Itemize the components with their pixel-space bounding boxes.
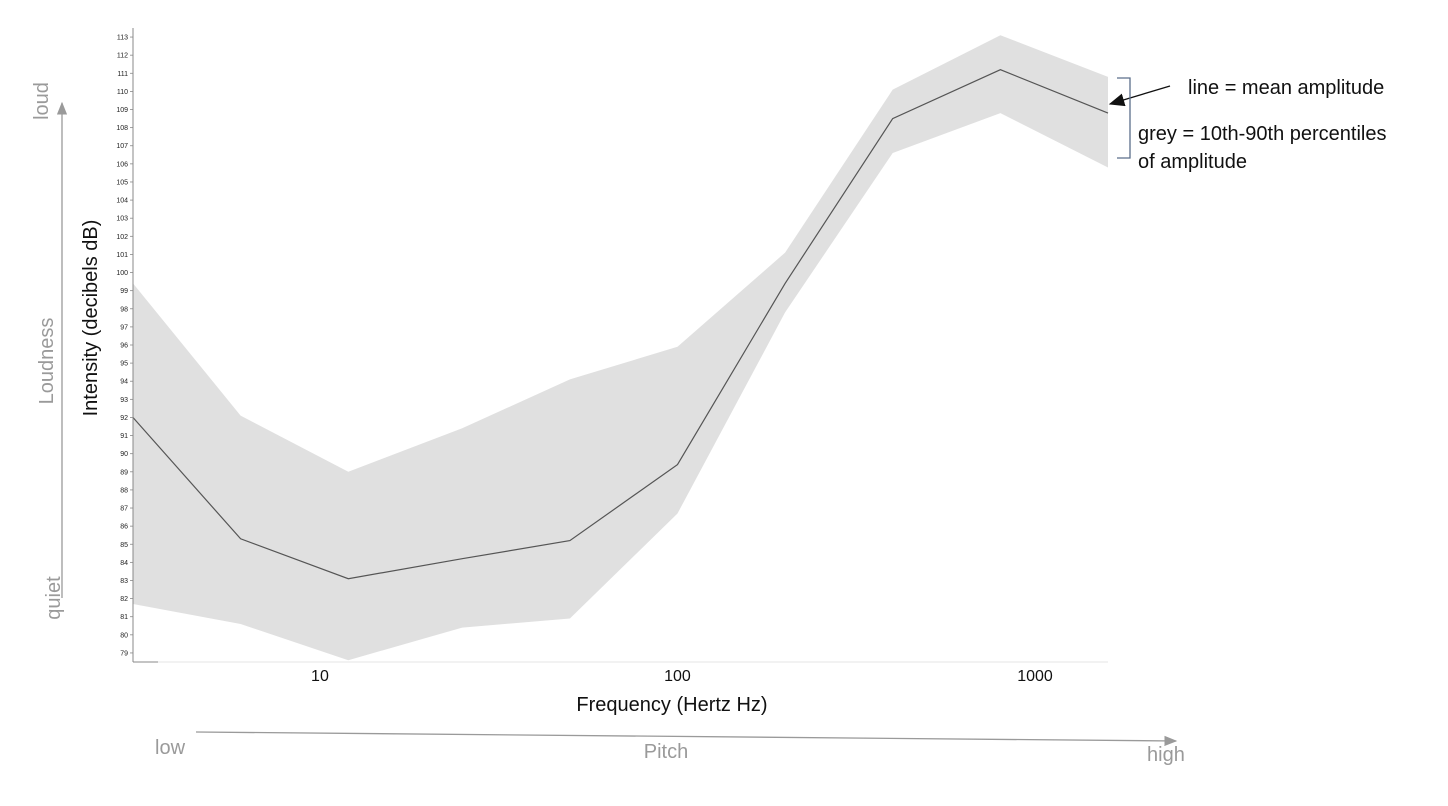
loudness-label: Loudness: [36, 318, 58, 405]
y-tick-label: 90: [120, 451, 128, 458]
y-ticks: 79 80 81 82 83 84 85 86 87 88 89 90 91 92 93 94 95 96 97 98…: [116, 35, 133, 657]
y-tick-label: 105: [116, 179, 128, 186]
y-tick-label: 94: [120, 379, 128, 386]
y-tick-label: 81: [120, 614, 128, 621]
y-tick-label: 100: [116, 270, 128, 277]
line-legend-label: line = mean amplitude: [1188, 77, 1384, 99]
y-tick-label: 83: [120, 578, 128, 585]
y-tick-label: 110: [117, 89, 128, 96]
band-bracket: [1117, 77, 1131, 159]
pitch-label: Pitch: [644, 741, 688, 763]
y-tick-label: 99: [120, 288, 128, 295]
mean-amplitude-line: [132, 69, 1109, 580]
pitch-arrow: [195, 731, 1178, 747]
y-tick-label: 106: [116, 161, 128, 168]
y-axis-title: Intensity (decibels dB): [80, 220, 102, 417]
x-ticks: 10 100 1000: [311, 668, 1053, 685]
high-label: high: [1147, 744, 1185, 766]
y-tick-label: 96: [120, 343, 128, 350]
y-tick-label: 103: [116, 216, 128, 223]
y-tick-label: 97: [120, 324, 128, 331]
y-tick-label: 84: [120, 560, 128, 567]
y-tick-label: 85: [120, 542, 128, 549]
y-tick-label: 87: [120, 506, 128, 513]
x-tick-label: 10: [311, 668, 329, 685]
y-tick-label: 89: [120, 469, 128, 476]
y-tick-label: 82: [120, 596, 128, 603]
band-legend-label-1: grey = 10th-90th percentiles: [1138, 123, 1387, 145]
y-tick-label: 107: [116, 143, 128, 150]
y-tick-label: 101: [116, 252, 128, 259]
y-tick-label: 92: [120, 415, 128, 422]
x-tick-label: 100: [664, 668, 691, 685]
percentile-band: [133, 35, 1108, 661]
y-tick-label: 88: [120, 487, 128, 494]
y-tick-label: 109: [116, 107, 128, 114]
y-tick-label: 79: [120, 650, 128, 657]
y-tick-label: 98: [120, 306, 128, 313]
band-legend-label-2: of amplitude: [1138, 151, 1247, 173]
x-tick-label: 1000: [1017, 668, 1053, 685]
y-tick-label: 112: [117, 53, 128, 60]
y-tick-label: 108: [116, 125, 128, 132]
y-tick-label: 95: [120, 361, 128, 368]
y-tick-label: 80: [120, 632, 128, 639]
loud-label: loud: [31, 82, 53, 120]
y-tick-label: 86: [120, 524, 128, 531]
quiet-label: quiet: [43, 576, 65, 620]
y-tick-label: 93: [120, 397, 128, 404]
y-tick-label: 91: [120, 433, 128, 440]
y-tick-label: 102: [116, 234, 128, 241]
y-tick-label: 113: [117, 35, 128, 42]
y-tick-label: 104: [116, 198, 128, 205]
low-label: low: [155, 737, 186, 759]
x-axis-title: Frequency (Hertz Hz): [576, 694, 767, 716]
legend-arrow: [1108, 85, 1171, 107]
y-tick-label: 111: [117, 71, 128, 78]
